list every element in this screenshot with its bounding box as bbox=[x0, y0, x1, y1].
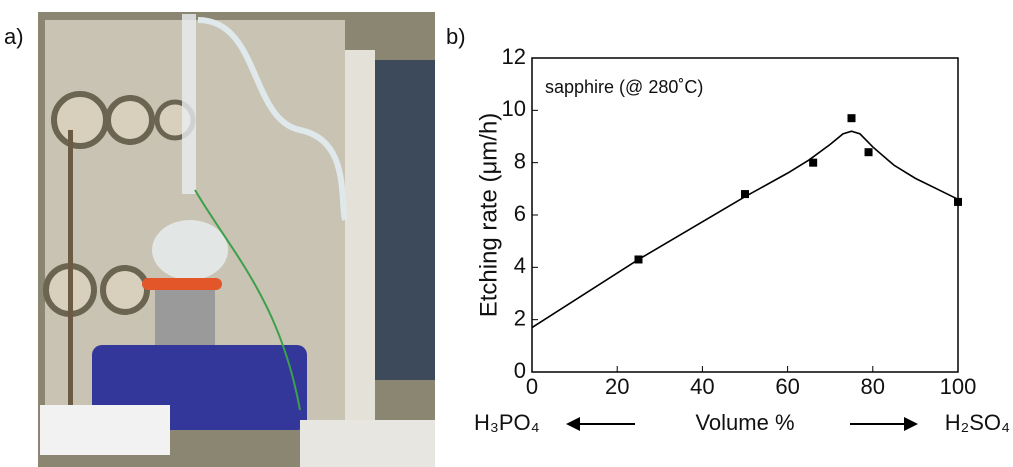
y-axis-label: Etching rate (μm/h) bbox=[475, 113, 502, 318]
fit-curve bbox=[531, 130, 959, 329]
photo-label: a) bbox=[4, 24, 24, 49]
data-point bbox=[634, 255, 643, 264]
data-point bbox=[954, 197, 962, 206]
door-edge bbox=[345, 50, 375, 420]
probe-wire bbox=[194, 189, 301, 411]
y-tick-label: 12 bbox=[502, 44, 526, 69]
data-point bbox=[847, 114, 856, 123]
tubing bbox=[197, 17, 348, 221]
cabinet bbox=[375, 60, 435, 380]
left-arrow bbox=[566, 417, 635, 431]
x-axis-label: Volume % bbox=[695, 410, 794, 435]
data-point bbox=[809, 158, 818, 167]
plot-frame bbox=[531, 57, 959, 373]
y-tick-label: 2 bbox=[514, 305, 526, 330]
photo bbox=[38, 12, 435, 467]
x-tick-label: 20 bbox=[605, 374, 629, 399]
y-tick-label: 6 bbox=[514, 201, 526, 226]
x-tick-label: 0 bbox=[526, 374, 538, 399]
annotation: sapphire (@ 280˚C) bbox=[545, 77, 703, 97]
base-plate bbox=[40, 405, 170, 455]
condenser bbox=[182, 14, 196, 194]
x-tick-label: 40 bbox=[690, 374, 714, 399]
vent bbox=[105, 95, 155, 145]
right-label: H₂SO₄ bbox=[945, 410, 1010, 435]
bench bbox=[300, 420, 435, 467]
stand-rod bbox=[68, 130, 73, 420]
y-tick-label: 8 bbox=[514, 148, 526, 173]
vent bbox=[51, 91, 109, 149]
y-tick-label: 0 bbox=[514, 358, 526, 383]
data-point bbox=[741, 190, 749, 199]
clamp bbox=[142, 278, 222, 290]
flask bbox=[152, 220, 228, 280]
vent bbox=[100, 265, 150, 315]
left-label: H₃PO₄ bbox=[474, 410, 540, 435]
panel-label: b) bbox=[446, 24, 466, 49]
right-arrow bbox=[850, 417, 918, 431]
y-tick-label: 4 bbox=[514, 253, 526, 278]
x-tick-label: 80 bbox=[861, 374, 885, 399]
x-tick-label: 100 bbox=[940, 374, 977, 399]
y-tick-label: 10 bbox=[502, 96, 526, 121]
x-tick-label: 60 bbox=[775, 374, 799, 399]
data-point bbox=[864, 148, 873, 157]
